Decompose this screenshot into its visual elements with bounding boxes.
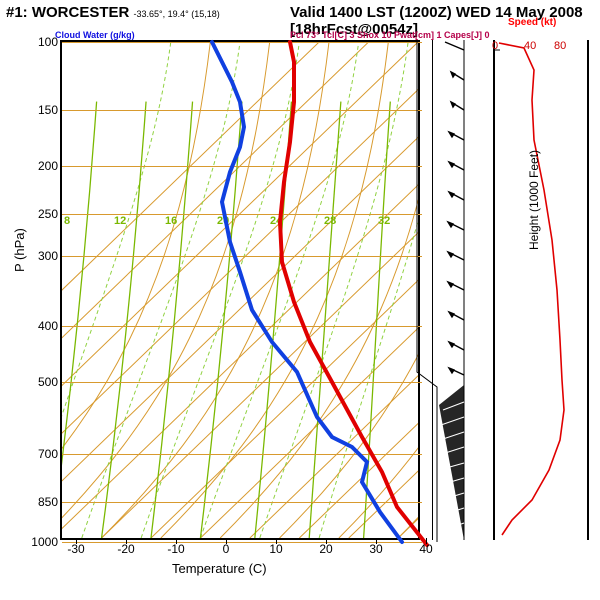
xtick-m30: -30 xyxy=(67,542,84,556)
xtick-10: 10 xyxy=(269,542,282,556)
isobar-label-1000: 1000 xyxy=(24,535,58,549)
speed-curve-svg xyxy=(494,40,589,540)
speed-profile-panel[interactable]: 0 40 80 50 48 46 44 42 40 38 36 34 32 30… xyxy=(494,40,589,540)
xtick-20: 20 xyxy=(319,542,332,556)
wind-barbs-svg xyxy=(433,40,495,540)
height-axis-label: Height (1000 Feet) xyxy=(527,110,541,250)
isobar-label-150: 150 xyxy=(24,103,58,117)
isobar-line-1000 xyxy=(62,542,422,543)
cloud-water-legend: Cloud Water (g/kg) xyxy=(55,30,135,40)
speed-tick-40: 40 xyxy=(524,40,536,52)
isobar-label-100: 100 xyxy=(24,35,58,49)
temperature-axis-label: Temperature (C) xyxy=(172,561,267,576)
isobar-label-400: 400 xyxy=(24,319,58,333)
skewt-chart: #1: WORCESTER -33.65°, 19.4° (15,18) Val… xyxy=(0,0,600,600)
skewt-plot-area[interactable]: 100 150 200 250 300 400 500 700 850 1000… xyxy=(60,40,420,540)
isobar-label-700: 700 xyxy=(24,447,58,461)
chart-title: #1: WORCESTER -33.65°, 19.4° (15,18) xyxy=(6,4,220,21)
isobar-label-250: 250 xyxy=(24,207,58,221)
isobar-label-300: 300 xyxy=(24,249,58,263)
isobar-label-500: 500 xyxy=(24,375,58,389)
xtick-0: 0 xyxy=(223,542,230,556)
xtick-m20: -20 xyxy=(117,542,134,556)
speed-tick-0: 0 xyxy=(492,40,498,52)
isobar-label-850: 850 xyxy=(24,495,58,509)
xtick-40: 40 xyxy=(419,542,432,556)
wind-barb-panel[interactable] xyxy=(432,40,494,540)
hodograph-outline xyxy=(62,42,422,542)
xtick-m10: -10 xyxy=(167,542,184,556)
speed-axis-title: Speed (kt) xyxy=(508,17,556,28)
parcel-stats-legend: Pcl 73° Tcl[C] 3 Shox 10 Pwat[cm] 1 Cape… xyxy=(290,30,490,40)
speed-tick-80: 80 xyxy=(554,40,566,52)
isobar-label-200: 200 xyxy=(24,159,58,173)
xtick-30: 30 xyxy=(369,542,382,556)
pressure-axis-label: P (hPa) xyxy=(12,122,27,272)
